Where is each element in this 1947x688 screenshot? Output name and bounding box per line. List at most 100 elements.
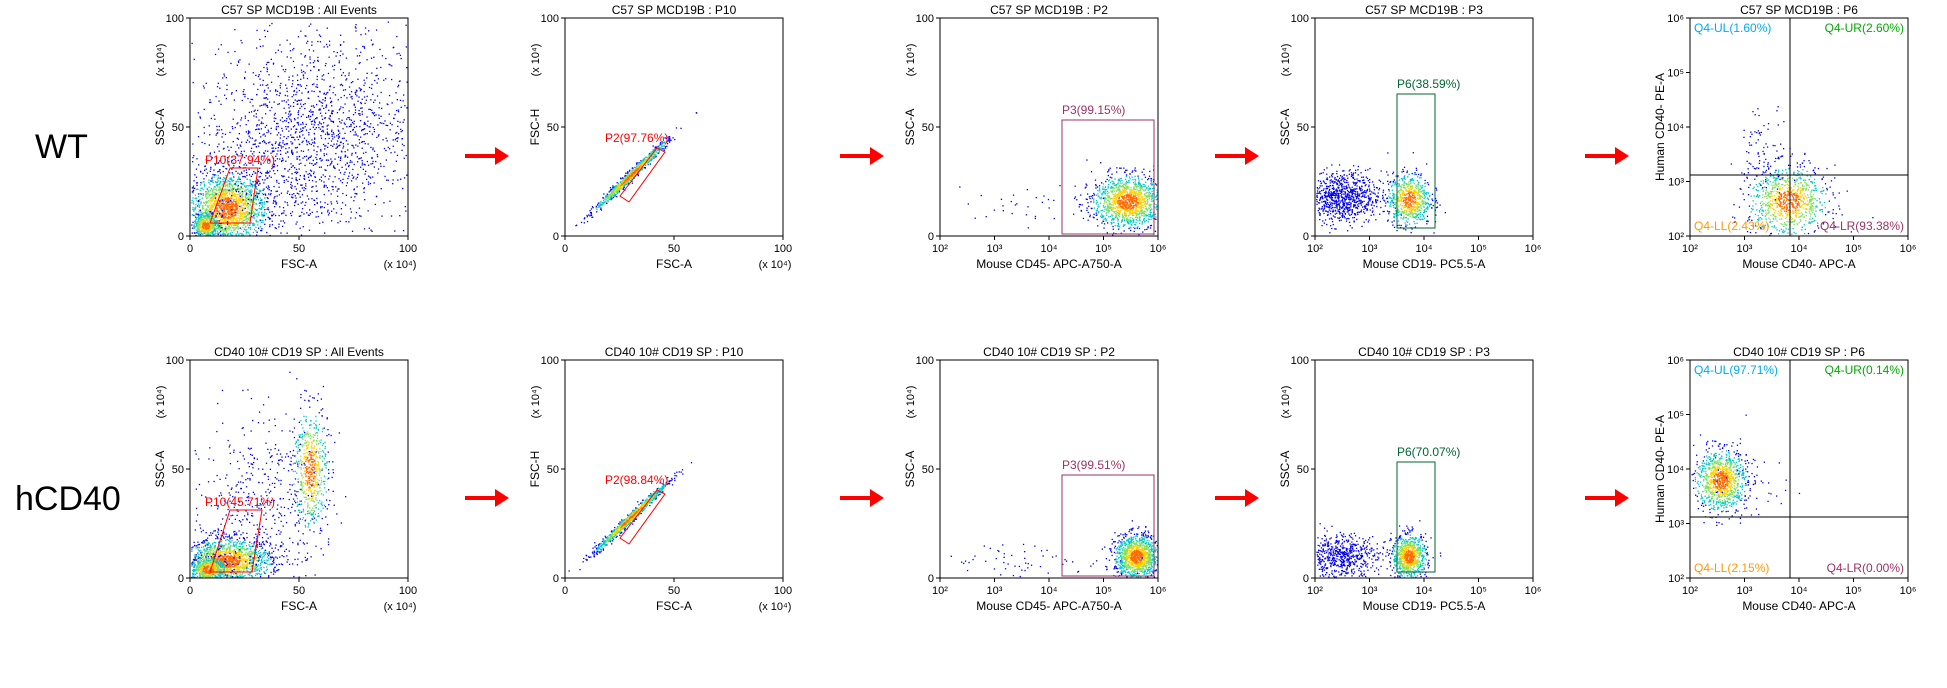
event-dot — [204, 231, 206, 233]
event-dot — [234, 204, 236, 206]
event-dot — [280, 192, 283, 194]
event-dot — [235, 189, 237, 191]
event-dot — [321, 126, 323, 128]
event-dot — [368, 30, 370, 32]
event-dot — [238, 197, 240, 199]
event-dot — [596, 211, 598, 213]
event-dot — [206, 197, 209, 199]
event-dot — [638, 162, 640, 164]
event-dot — [364, 33, 367, 35]
event-dot — [213, 204, 215, 207]
event-dot — [328, 178, 330, 180]
event-dot — [245, 215, 247, 218]
event-dot — [1116, 194, 1118, 196]
event-dot — [300, 99, 303, 101]
event-dot — [322, 126, 324, 128]
event-dot — [295, 178, 297, 181]
event-dot — [215, 195, 217, 197]
event-dot — [217, 176, 219, 178]
event-dot — [205, 223, 208, 225]
event-dot — [222, 132, 224, 135]
event-dot — [223, 215, 225, 217]
event-dot — [313, 106, 315, 108]
event-dot — [281, 160, 283, 162]
event-dot — [205, 191, 207, 193]
event-dot — [337, 222, 339, 224]
event-dot — [338, 62, 340, 64]
event-dot — [231, 194, 233, 197]
event-dot — [319, 109, 321, 111]
event-dot — [311, 139, 313, 141]
event-dot — [345, 185, 348, 187]
event-dot — [319, 157, 322, 159]
event-dot — [242, 214, 244, 216]
event-dot — [203, 108, 205, 111]
event-dot — [222, 183, 224, 185]
event-dot — [231, 192, 233, 194]
event-dot — [253, 184, 255, 186]
event-dot — [242, 187, 244, 189]
event-dot — [265, 175, 267, 177]
event-dot — [305, 171, 307, 173]
event-dot — [636, 168, 638, 170]
event-dot — [193, 232, 196, 234]
event-dot — [626, 182, 628, 184]
event-dot — [265, 63, 268, 66]
event-dot — [220, 189, 222, 191]
event-dot — [264, 211, 266, 213]
event-dot — [240, 182, 242, 185]
event-dot — [209, 216, 211, 218]
event-dot — [622, 181, 624, 184]
event-dot — [354, 131, 356, 133]
event-dot — [220, 215, 222, 217]
event-dot — [1112, 191, 1114, 193]
event-dot — [375, 160, 377, 163]
event-dot — [228, 149, 230, 151]
event-dot — [231, 231, 233, 234]
event-dot — [236, 180, 238, 182]
event-dot — [219, 189, 221, 191]
event-dot — [362, 45, 364, 48]
event-dot — [206, 219, 209, 221]
event-dot — [227, 233, 229, 235]
event-dot — [622, 180, 624, 182]
event-dot — [208, 186, 210, 188]
event-dot — [229, 178, 231, 180]
event-dot — [249, 180, 252, 182]
event-dot — [370, 87, 373, 89]
event-dot — [200, 211, 202, 213]
event-dot — [625, 177, 627, 179]
event-dot — [346, 162, 348, 164]
event-dot — [621, 183, 623, 185]
event-dot — [1138, 213, 1140, 216]
event-dot — [376, 154, 378, 156]
event-dot — [330, 203, 333, 205]
event-dot — [299, 175, 301, 177]
event-dot — [307, 214, 310, 216]
event-dot — [207, 226, 209, 228]
event-dot — [399, 215, 401, 217]
event-dot — [288, 76, 290, 78]
event-dot — [346, 126, 348, 128]
event-dot — [322, 174, 324, 176]
event-dot — [224, 194, 227, 197]
event-dot — [214, 199, 217, 202]
event-dot — [627, 178, 629, 180]
event-dot — [358, 96, 360, 98]
event-dot — [194, 208, 197, 210]
event-dot — [348, 110, 350, 112]
event-dot — [198, 199, 200, 202]
event-dot — [194, 227, 196, 229]
event-dot — [247, 206, 249, 208]
event-dot — [216, 228, 218, 230]
event-dot — [270, 192, 272, 195]
event-dot — [200, 215, 202, 217]
event-dot — [208, 221, 210, 224]
event-dot — [287, 204, 289, 206]
event-dot — [311, 211, 313, 213]
event-dot — [214, 181, 217, 183]
event-dot — [203, 230, 205, 232]
event-dot — [278, 182, 280, 185]
event-dot — [248, 185, 250, 187]
event-dot — [261, 214, 264, 216]
